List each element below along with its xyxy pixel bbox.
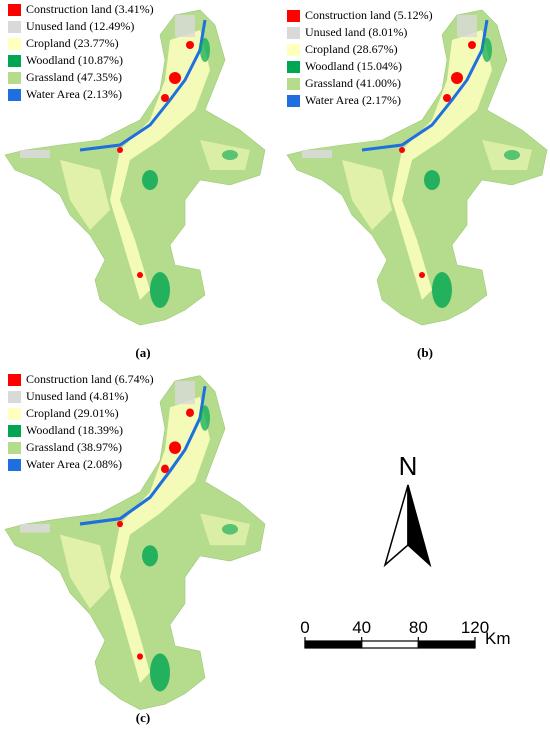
legend-label: Water Area (2.13%) [26,87,122,101]
legend-swatch [8,391,21,403]
legend-swatch [287,61,300,73]
scale-label: 80 [409,618,428,637]
legend-swatch [8,72,21,84]
legend-swatch [8,442,21,454]
panel-label: (c) [136,710,150,725]
legend-label: Cropland (29.01%) [26,406,119,420]
legend-swatch [287,95,300,107]
legend-label: Unused land (4.81%) [26,389,128,403]
legend-label: Construction land (6.74%) [26,372,154,386]
legend-swatch [8,374,21,386]
map-b [285,8,549,327]
panel-label: (a) [135,345,150,360]
legend-label: Grassland (41.00%) [305,76,401,90]
scale-segment [304,640,363,649]
legend-label: Woodland (10.87%) [26,53,123,67]
legend-label: Cropland (28.67%) [305,42,398,56]
legend-swatch [8,408,21,420]
legend-swatch [287,27,300,39]
legend-label: Cropland (23.77%) [26,36,119,50]
legend-label: Construction land (5.12%) [305,8,433,22]
scale-label: 120 [461,618,489,637]
legend-swatch [8,459,21,471]
legend-label: Water Area (2.08%) [26,457,122,471]
north-label: N [399,451,418,481]
legend-swatch [8,4,21,16]
legend-swatch [8,425,21,437]
legend-label: Grassland (38.97%) [26,440,122,454]
scale-label: 40 [352,618,371,637]
scale-segment [361,640,419,649]
legend-swatch [287,44,300,56]
legend-label: Unused land (12.49%) [26,19,134,33]
scale-label: 0 [300,618,309,637]
legend-label: Grassland (47.35%) [26,70,122,84]
legend-label: Unused land (8.01%) [305,25,407,39]
legend-swatch [8,21,21,33]
panel-label: (b) [417,345,433,360]
legend-label: Water Area (2.17%) [305,93,401,107]
legend-label: Woodland (18.39%) [26,423,123,437]
legend-swatch [8,89,21,101]
legend-swatch [287,10,300,22]
north-arrow: N [383,451,432,568]
scale-unit: Km [485,629,511,648]
legend-swatch [287,78,300,90]
legend-swatch [8,38,21,50]
scale-segment [417,640,476,649]
legend-label: Woodland (15.04%) [305,59,402,73]
legend-label: Construction land (3.41%) [26,2,154,16]
legend-swatch [8,55,21,67]
